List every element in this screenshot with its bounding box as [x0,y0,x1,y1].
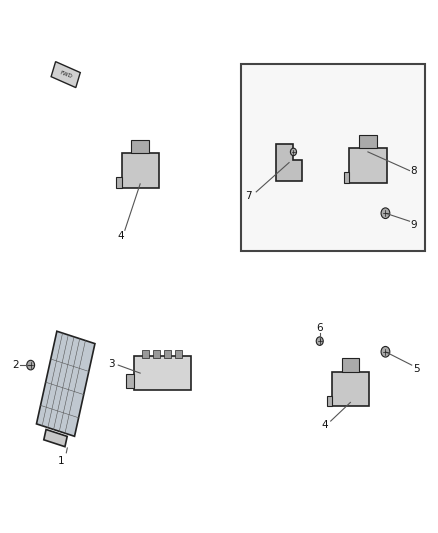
Polygon shape [122,154,159,188]
Polygon shape [44,430,67,447]
Bar [164,351,171,358]
Text: 2: 2 [12,360,19,370]
Polygon shape [359,135,377,148]
Bar [142,351,149,358]
FancyBboxPatch shape [134,356,191,390]
Text: 6: 6 [316,323,323,333]
Polygon shape [350,148,386,182]
Polygon shape [332,372,369,406]
Text: 1: 1 [58,456,65,466]
Circle shape [381,208,390,219]
Text: FWD: FWD [59,70,73,79]
Text: 4: 4 [321,421,328,430]
Text: 9: 9 [410,220,417,230]
Polygon shape [36,331,95,437]
Circle shape [290,148,297,156]
Text: 3: 3 [108,359,115,368]
Polygon shape [117,177,122,188]
Text: 7: 7 [245,191,252,200]
Polygon shape [276,144,302,181]
Bar [153,351,160,358]
FancyBboxPatch shape [241,64,425,251]
Polygon shape [131,140,149,154]
Polygon shape [326,395,332,406]
Text: 5: 5 [413,364,420,374]
Polygon shape [342,358,359,372]
Text: 8: 8 [410,166,417,175]
Circle shape [316,337,323,345]
Polygon shape [344,172,350,182]
Bar [126,374,134,388]
Polygon shape [51,62,80,87]
Circle shape [27,360,35,370]
Circle shape [381,346,390,357]
Text: 4: 4 [117,231,124,240]
Bar [175,351,182,358]
